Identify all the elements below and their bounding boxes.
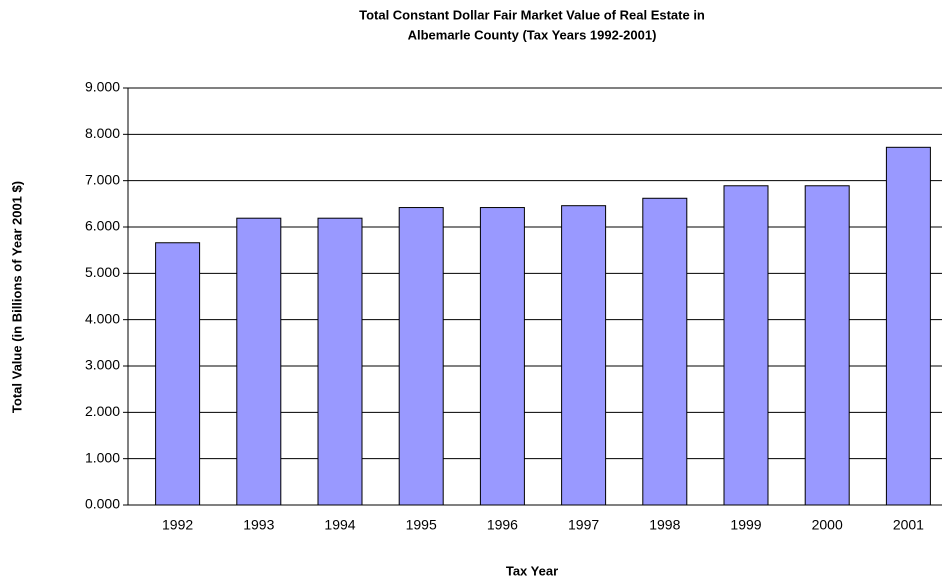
y-tick-label: 4.000 (85, 310, 120, 326)
y-tick-label: 0.000 (85, 496, 120, 512)
x-tick-label: 1998 (649, 517, 680, 533)
x-tick-label: 1997 (568, 517, 599, 533)
chart-title: Total Constant Dollar Fair Market Value … (359, 7, 705, 22)
bar (317, 217, 363, 506)
x-tick-label: 1994 (324, 517, 355, 533)
bar (398, 207, 444, 506)
x-tick-label: 1996 (487, 517, 518, 533)
y-tick-label: 8.000 (85, 125, 120, 141)
x-tick-label: 1993 (243, 517, 274, 533)
x-tick-label: 2000 (812, 517, 843, 533)
bar (804, 185, 850, 506)
bar (561, 205, 607, 506)
x-tick-label: 1999 (730, 517, 761, 533)
bar (642, 197, 688, 506)
bar (155, 242, 201, 506)
bar (885, 146, 931, 506)
y-tick-label: 2.000 (85, 403, 120, 419)
x-tick-label: 2001 (893, 517, 924, 533)
y-tick-label: 1.000 (85, 449, 120, 465)
x-axis-label: Tax Year (506, 563, 558, 578)
y-tick-label: 7.000 (85, 171, 120, 187)
y-tick-label: 9.000 (85, 79, 120, 95)
bar (723, 185, 769, 506)
y-tick-label: 6.000 (85, 218, 120, 234)
bar (236, 217, 282, 506)
chart-title: Albemarle County (Tax Years 1992-2001) (408, 27, 657, 42)
x-tick-label: 1992 (162, 517, 193, 533)
bar (479, 207, 525, 506)
y-tick-label: 3.000 (85, 357, 120, 373)
y-axis-label: Total Value (in Billions of Year 2001 $) (9, 181, 24, 413)
x-tick-label: 1995 (406, 517, 437, 533)
y-tick-label: 5.000 (85, 264, 120, 280)
